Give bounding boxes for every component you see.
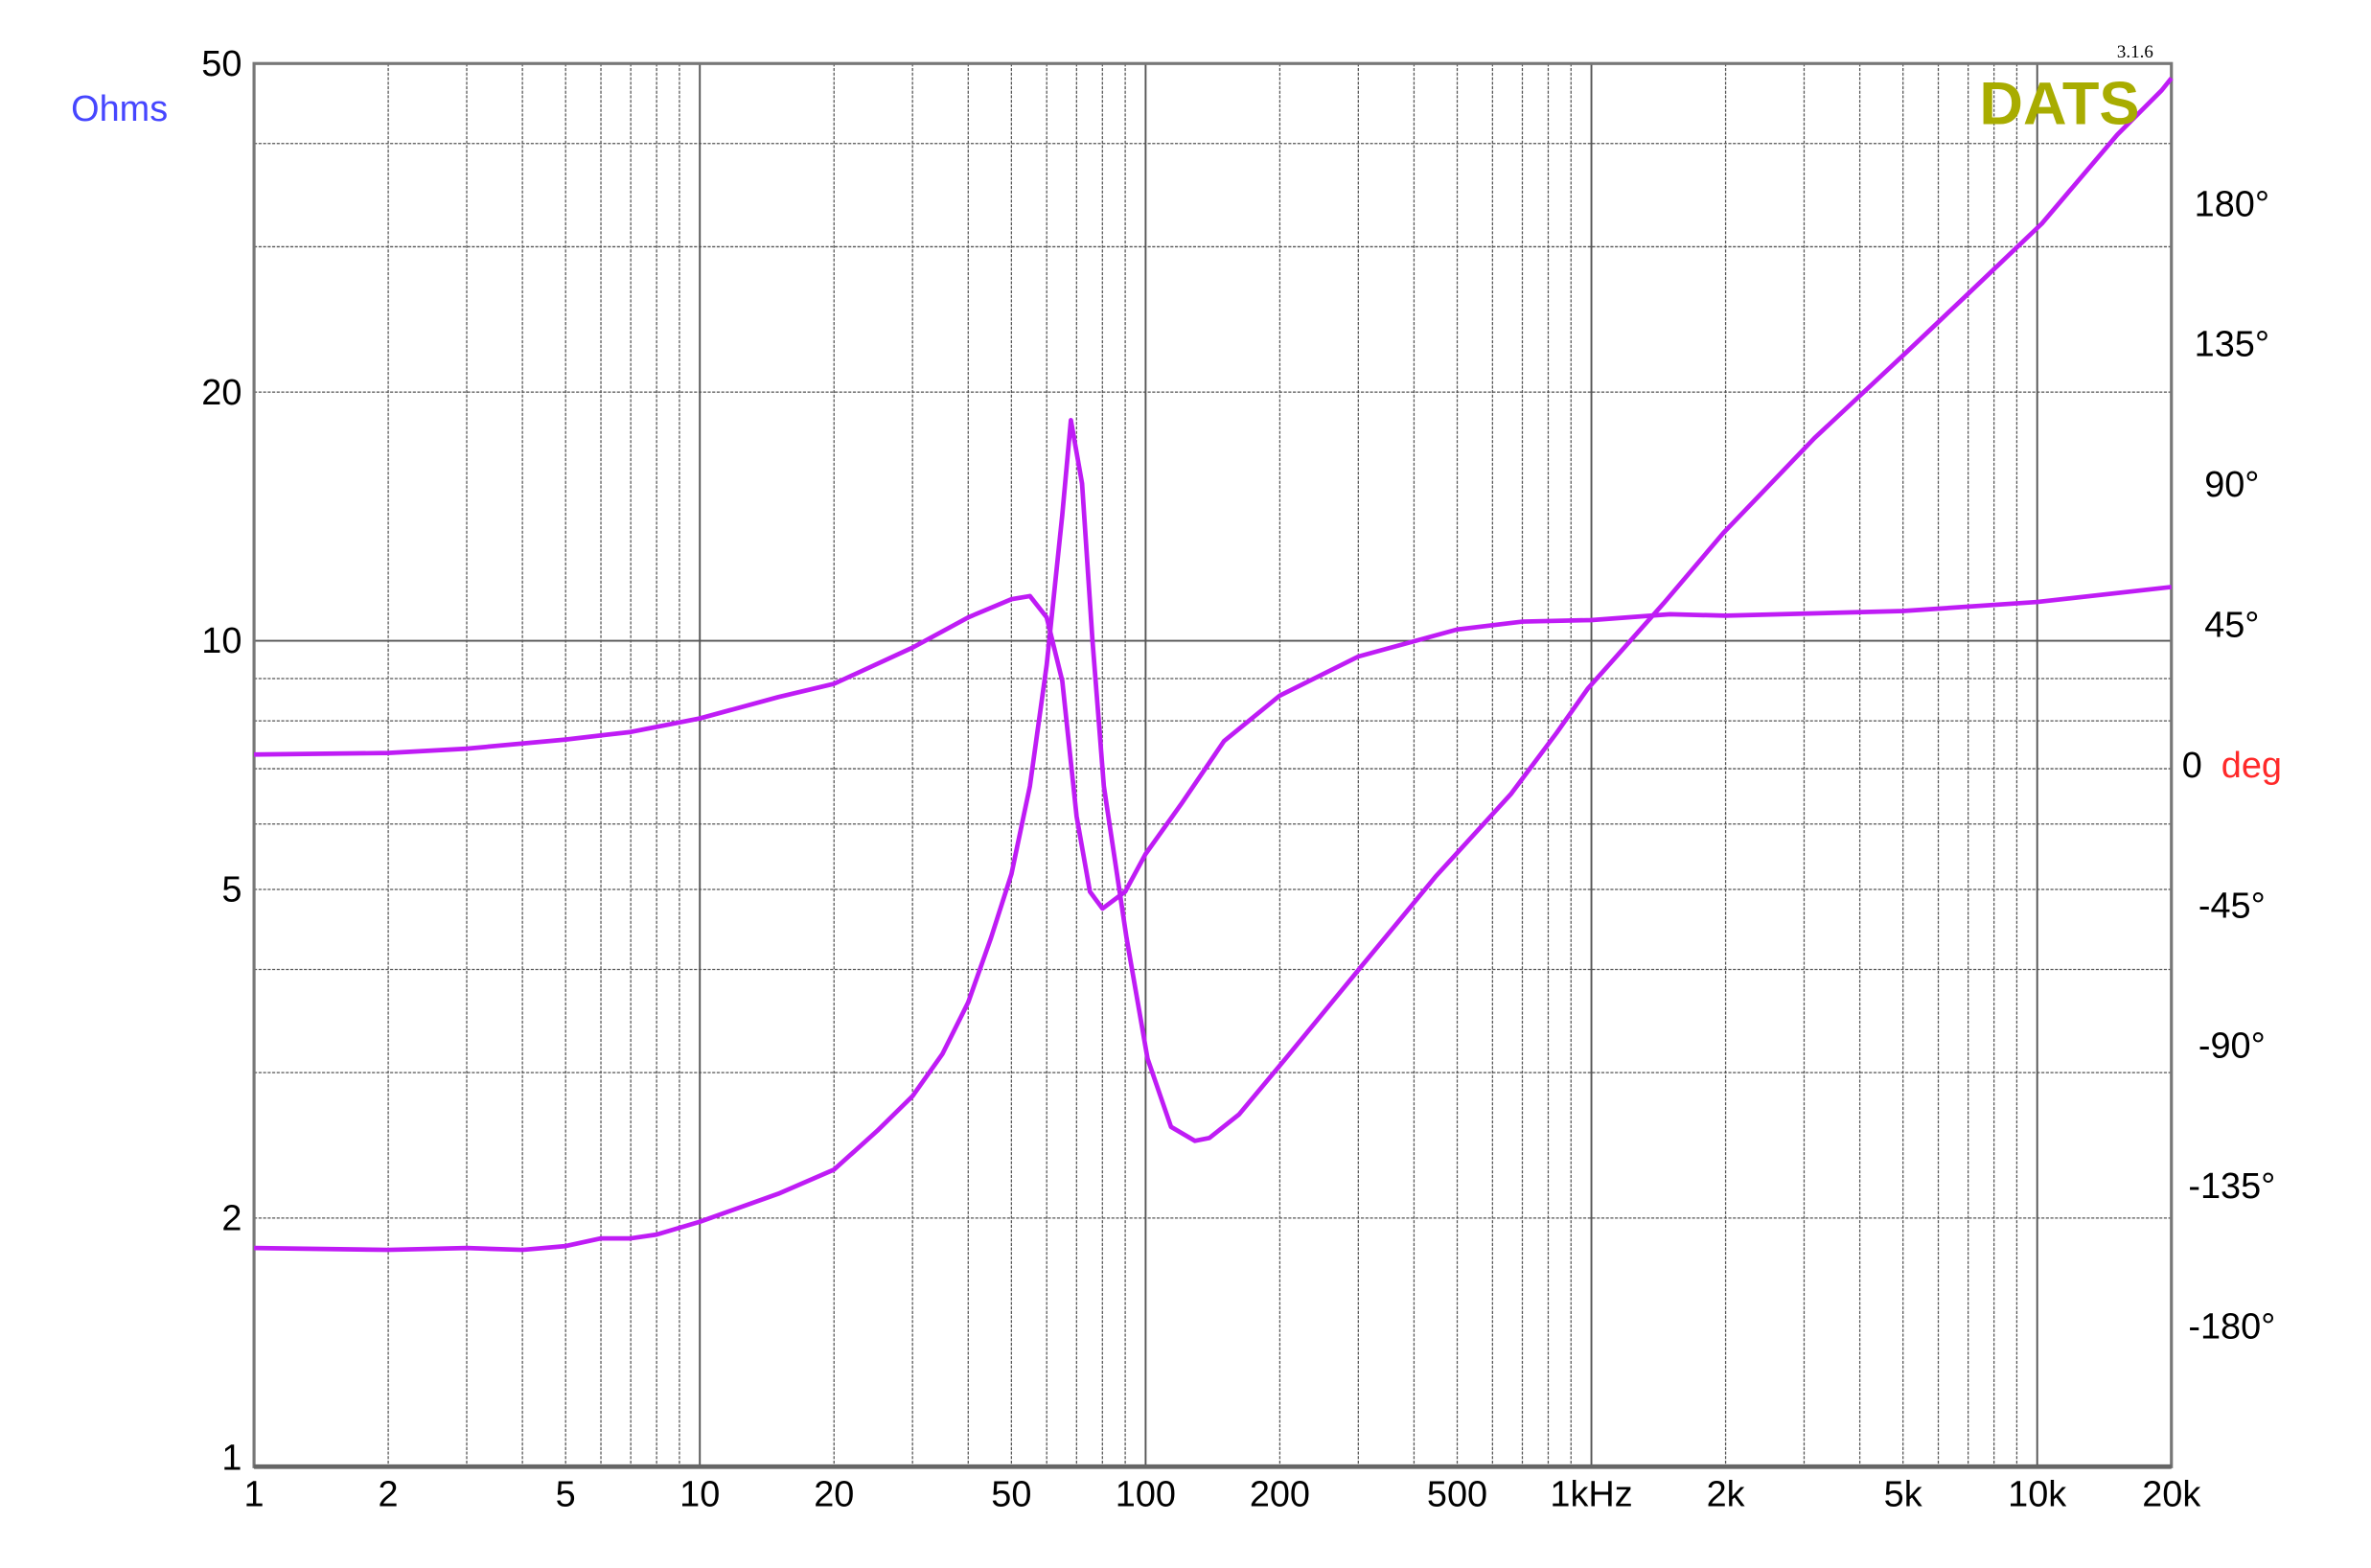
left-tick-label: 50 (201, 44, 242, 84)
left-tick-label: 1 (221, 1438, 242, 1478)
series-group (253, 77, 2174, 1253)
left-tick-label: 10 (201, 621, 242, 661)
right-tick-label: -180° (2188, 1307, 2275, 1348)
x-tick-label: 2 (379, 1474, 399, 1514)
x-tick-label: 2k (1707, 1474, 1745, 1514)
left-tick-label: 5 (221, 870, 242, 911)
x-tick-label: 1kHz (1550, 1474, 1632, 1514)
version-label: 3.1.6 (2117, 42, 2153, 62)
left-tick-label: 20 (201, 373, 242, 413)
right-tick-label: -90° (2198, 1026, 2266, 1067)
x-tick-label: 10k (2008, 1474, 2066, 1514)
x-tick-label: 100 (1116, 1474, 1176, 1514)
right-tick-label: -135° (2188, 1166, 2275, 1207)
left-axis-label: Ohms (71, 89, 168, 129)
logo-text: DATS (1979, 70, 2139, 137)
x-tick-labels: 1 2 5 10 20 50 100 200 500 1kHz 2k 5k 10k 20k (244, 1474, 2201, 1514)
x-tick-label: 200 (1250, 1474, 1310, 1514)
grid (254, 63, 2172, 1467)
left-tick-label: 2 (221, 1199, 242, 1239)
x-tick-label: 5k (1884, 1474, 1922, 1514)
x-tick-label: 20 (814, 1474, 854, 1514)
x-tick-label: 1 (244, 1474, 265, 1514)
right-tick-label: 180° (2195, 184, 2269, 224)
right-tick-labels: 180° 135° 90° 45° -45° -90° -135° -180° (2188, 184, 2275, 1347)
x-tick-label: 500 (1427, 1474, 1487, 1514)
plot-frame (252, 61, 2174, 1468)
right-axis-zero: 0 (2182, 746, 2202, 786)
impedance-curve (254, 77, 2174, 1253)
x-tick-label: 20k (2142, 1474, 2200, 1514)
phase-curve (254, 585, 2172, 911)
x-tick-label: 5 (556, 1474, 576, 1514)
left-tick-labels: 1 2 5 10 20 50 (201, 44, 242, 1479)
right-tick-label: -45° (2198, 886, 2266, 926)
x-tick-label: 10 (679, 1474, 720, 1514)
right-tick-label: 90° (2204, 465, 2259, 505)
right-tick-label: 135° (2195, 325, 2269, 365)
right-tick-label: 45° (2204, 605, 2259, 645)
x-tick-label: 50 (991, 1474, 1031, 1514)
right-axis-unit: deg (2221, 746, 2282, 786)
right-axis-label: 0 deg (2182, 746, 2282, 786)
